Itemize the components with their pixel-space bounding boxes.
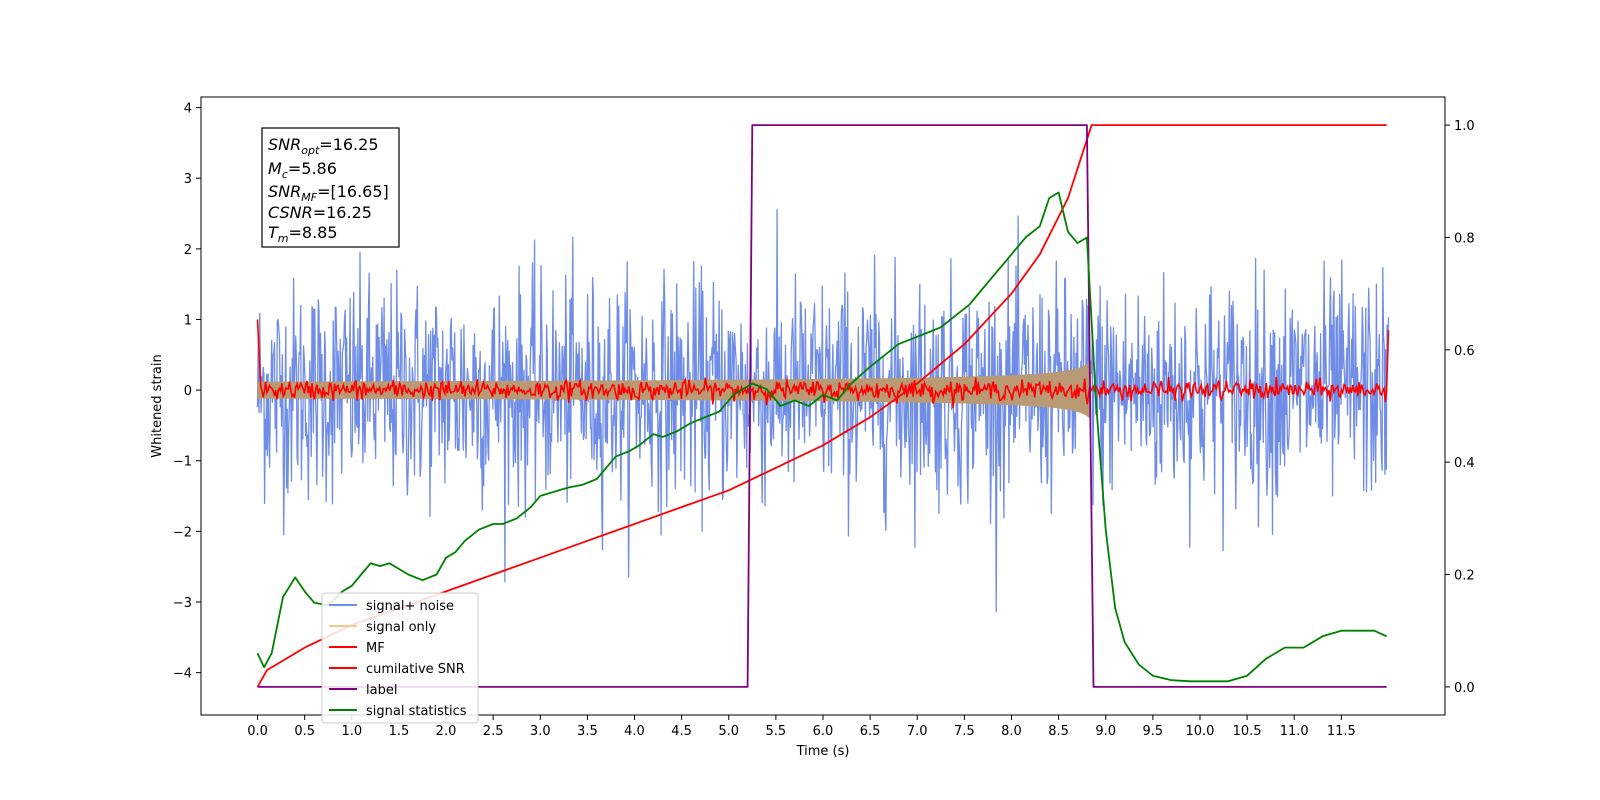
svg-text:signal only: signal only — [366, 620, 436, 635]
y-axis-right: 1.0 0.8 0.6 0.4 0.2 0.0 — [1445, 119, 1475, 696]
y-right-tick-label: 1.0 — [1454, 119, 1475, 134]
y-right-tick-label: 0.4 — [1454, 456, 1475, 471]
x-tick-label: 8.5 — [1048, 724, 1069, 739]
svg-text:signal statistics: signal statistics — [366, 704, 467, 719]
legend-item-signal-noise: signal+ noise — [329, 599, 454, 614]
y-left-tick-label: 3 — [184, 172, 192, 187]
x-tick-label: 6.5 — [860, 724, 881, 739]
x-tick-label: 0.0 — [247, 724, 268, 739]
svg-text:signal+ noise: signal+ noise — [366, 599, 454, 614]
x-axis-label: Time (s) — [796, 744, 850, 759]
y-axis-label: Whitened strain — [150, 354, 165, 457]
x-tick-label: 10.5 — [1233, 724, 1262, 739]
x-tick-label: 11.0 — [1280, 724, 1309, 739]
x-tick-label: 2.5 — [483, 724, 504, 739]
x-tick-label: 4.0 — [624, 724, 645, 739]
y-left-tick-label: −4 — [173, 667, 192, 682]
svg-text:cumilative SNR: cumilative SNR — [366, 662, 465, 677]
x-axis: 0.0 0.5 1.0 1.5 2.0 2.5 3.0 3.5 4.0 4.5 5.0 5.5 6.0 6… — [247, 715, 1356, 739]
y-left-tick-label: −1 — [173, 455, 192, 470]
x-tick-label: 1.0 — [341, 724, 362, 739]
svg-text:MF: MF — [366, 641, 385, 656]
x-tick-label: 7.0 — [907, 724, 928, 739]
series-label — [257, 124, 1387, 688]
x-tick-label: 0.5 — [294, 724, 315, 739]
x-tick-label: 7.5 — [954, 724, 975, 739]
x-tick-label: 11.5 — [1327, 724, 1356, 739]
x-tick-label: 10.0 — [1185, 724, 1214, 739]
legend-item-signal-only: signal only — [329, 620, 436, 635]
x-tick-label: 5.5 — [766, 724, 787, 739]
y-left-tick-label: 1 — [184, 313, 192, 328]
x-tick-label: 4.5 — [671, 724, 692, 739]
x-tick-label: 8.0 — [1001, 724, 1022, 739]
x-tick-label: 6.0 — [813, 724, 834, 739]
info-box: SNRopt=16.25 Mc=5.86 SNRMF=[16.65] CSNR=… — [261, 127, 400, 248]
info-merger-time: Tm=8.85 — [268, 223, 338, 245]
x-tick-label: 1.5 — [389, 724, 410, 739]
y-right-tick-label: 0.6 — [1454, 344, 1475, 359]
info-snr-mf: SNRMF=[16.65] — [268, 182, 389, 204]
series-mf — [256, 319, 1390, 409]
series-signal-noise — [256, 209, 1390, 613]
y-axis-left: 4 3 2 1 0 −1 −2 −3 −4 — [173, 102, 201, 682]
y-left-tick-label: −2 — [173, 525, 192, 540]
y-right-tick-label: 0.2 — [1454, 569, 1475, 584]
info-snr-opt: SNRopt=16.25 — [268, 135, 379, 157]
info-chirp-mass: Mc=5.86 — [268, 159, 337, 181]
y-left-tick-label: −3 — [173, 596, 192, 611]
x-tick-label: 9.0 — [1095, 724, 1116, 739]
x-tick-label: 3.0 — [530, 724, 551, 739]
legend-item-signal-statistics: signal statistics — [329, 704, 467, 719]
legend-item-cumulative-snr: cumilative SNR — [329, 662, 465, 677]
svg-text:label: label — [366, 683, 397, 698]
x-tick-label: 9.5 — [1143, 724, 1164, 739]
legend-item-mf: MF — [329, 641, 385, 656]
y-left-tick-label: 2 — [184, 243, 192, 258]
y-right-tick-label: 0.8 — [1454, 231, 1475, 246]
x-tick-label: 2.0 — [436, 724, 457, 739]
legend: signal+ noise signal only MF cumilative … — [321, 592, 479, 724]
y-left-tick-label: 4 — [184, 102, 192, 117]
info-csnr: CSNR=16.25 — [268, 203, 372, 222]
series-signal-only — [257, 359, 1092, 421]
y-right-tick-label: 0.0 — [1454, 681, 1475, 696]
y-left-tick-label: 0 — [184, 384, 192, 399]
legend-item-label: label — [329, 683, 397, 698]
series-signal-statistics — [256, 191, 1387, 683]
x-tick-label: 3.5 — [577, 724, 598, 739]
x-tick-label: 5.0 — [718, 724, 739, 739]
